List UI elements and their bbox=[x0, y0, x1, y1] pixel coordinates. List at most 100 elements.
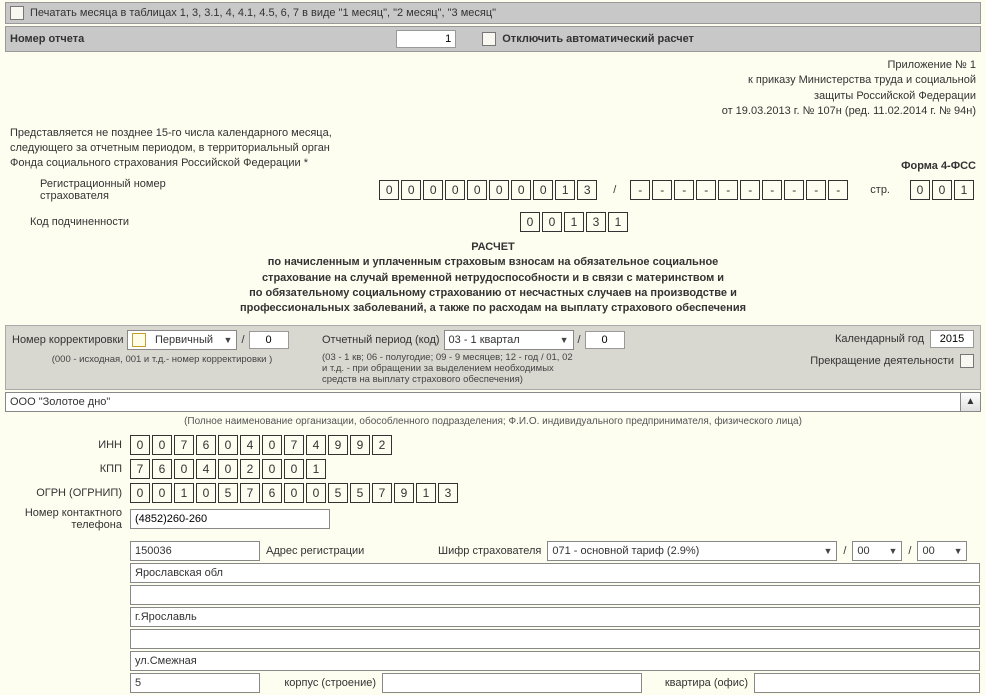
reg-number-cells[interactable]: 0000000013 bbox=[379, 180, 599, 200]
digit-cell[interactable]: - bbox=[696, 180, 716, 200]
digit-cell[interactable]: 7 bbox=[240, 483, 260, 503]
digit-cell[interactable]: 0 bbox=[932, 180, 952, 200]
digit-cell[interactable]: 7 bbox=[372, 483, 392, 503]
digit-cell[interactable]: 0 bbox=[467, 180, 487, 200]
digit-cell[interactable]: 9 bbox=[328, 435, 348, 455]
chevron-down-icon: ▼ bbox=[560, 335, 569, 345]
cease-checkbox[interactable] bbox=[960, 354, 974, 368]
digit-cell[interactable]: 1 bbox=[954, 180, 974, 200]
digit-cell[interactable]: 1 bbox=[564, 212, 584, 232]
org-more-button[interactable]: ▲ bbox=[961, 392, 981, 412]
tariff-select[interactable]: 071 - основной тариф (2.9%) ▼ bbox=[547, 541, 837, 561]
digit-cell[interactable]: 5 bbox=[218, 483, 238, 503]
digit-cell[interactable]: 0 bbox=[423, 180, 443, 200]
digit-cell[interactable]: 1 bbox=[608, 212, 628, 232]
digit-cell[interactable]: 3 bbox=[586, 212, 606, 232]
digit-cell[interactable]: 2 bbox=[372, 435, 392, 455]
digit-cell[interactable]: 1 bbox=[174, 483, 194, 503]
correction-hint: (000 - исходная, 001 и т.д.- номер корре… bbox=[12, 354, 312, 365]
digit-cell[interactable]: 5 bbox=[350, 483, 370, 503]
digit-cell[interactable]: - bbox=[762, 180, 782, 200]
digit-cell[interactable]: 0 bbox=[284, 483, 304, 503]
digit-cell[interactable]: 0 bbox=[520, 212, 540, 232]
digit-cell[interactable]: 9 bbox=[350, 435, 370, 455]
cease-label: Прекращение деятельности bbox=[810, 355, 954, 367]
appendix-header: Приложение № 1 к приказу Министерства тр… bbox=[0, 54, 986, 122]
correction-select[interactable]: Первичный ▼ bbox=[127, 330, 237, 350]
digit-cell[interactable]: - bbox=[828, 180, 848, 200]
digit-cell[interactable]: 0 bbox=[401, 180, 421, 200]
digit-cell[interactable]: 0 bbox=[306, 483, 326, 503]
kpp-cells[interactable]: 760402001 bbox=[130, 459, 328, 479]
disable-auto-calc-checkbox[interactable] bbox=[482, 32, 496, 46]
period-select[interactable]: 03 - 1 квартал ▼ bbox=[444, 330, 574, 350]
digit-cell[interactable]: 7 bbox=[130, 459, 150, 479]
appendix-line: от 19.03.2013 г. № 107н (ред. 11.02.2014… bbox=[0, 104, 976, 119]
digit-cell[interactable]: 0 bbox=[130, 483, 150, 503]
region-input[interactable]: Ярославская обл bbox=[130, 563, 980, 583]
digit-cell[interactable]: - bbox=[652, 180, 672, 200]
empty-addr-input-1[interactable] bbox=[130, 585, 980, 605]
digit-cell[interactable]: 3 bbox=[577, 180, 597, 200]
digit-cell[interactable]: 0 bbox=[218, 459, 238, 479]
org-name-input[interactable]: ООО "Золотое дно" bbox=[5, 392, 961, 412]
digit-cell[interactable]: 0 bbox=[174, 459, 194, 479]
digit-cell[interactable]: 0 bbox=[533, 180, 553, 200]
print-months-checkbox[interactable] bbox=[10, 6, 24, 20]
digit-cell[interactable]: 3 bbox=[438, 483, 458, 503]
digit-cell[interactable]: 1 bbox=[555, 180, 575, 200]
digit-cell[interactable]: 5 bbox=[328, 483, 348, 503]
digit-cell[interactable]: 0 bbox=[152, 435, 172, 455]
digit-cell[interactable]: 0 bbox=[262, 435, 282, 455]
report-number-input[interactable] bbox=[396, 30, 456, 48]
digit-cell[interactable]: 6 bbox=[196, 435, 216, 455]
digit-cell[interactable]: 4 bbox=[196, 459, 216, 479]
digit-cell[interactable]: 1 bbox=[416, 483, 436, 503]
postcode-input[interactable]: 150036 bbox=[130, 541, 260, 561]
tariff-sub1-select[interactable]: 00 ▼ bbox=[852, 541, 902, 561]
digit-cell[interactable]: - bbox=[740, 180, 760, 200]
city-input[interactable]: г.Ярославль bbox=[130, 607, 980, 627]
digit-cell[interactable]: 6 bbox=[262, 483, 282, 503]
digit-cell[interactable]: 7 bbox=[174, 435, 194, 455]
inn-cells[interactable]: 007604074992 bbox=[130, 435, 394, 455]
digit-cell[interactable]: 0 bbox=[542, 212, 562, 232]
digit-cell[interactable]: - bbox=[784, 180, 804, 200]
digit-cell[interactable]: - bbox=[718, 180, 738, 200]
correction-value[interactable] bbox=[249, 331, 289, 349]
digit-cell[interactable]: 4 bbox=[306, 435, 326, 455]
digit-cell[interactable]: 0 bbox=[489, 180, 509, 200]
sub-code-cells[interactable]: 00131 bbox=[520, 212, 630, 232]
digit-cell[interactable]: 0 bbox=[284, 459, 304, 479]
chevron-down-icon: ▼ bbox=[889, 546, 898, 556]
year-input[interactable] bbox=[930, 330, 974, 348]
ogrn-cells[interactable]: 001057600557913 bbox=[130, 483, 460, 503]
digit-cell[interactable]: 0 bbox=[445, 180, 465, 200]
chevron-down-icon: ▼ bbox=[954, 546, 963, 556]
digit-cell[interactable]: 0 bbox=[218, 435, 238, 455]
empty-addr-input-2[interactable] bbox=[130, 629, 980, 649]
note-line: Фонда социального страхования Российской… bbox=[10, 156, 332, 171]
digit-cell[interactable]: 0 bbox=[196, 483, 216, 503]
digit-cell[interactable]: 0 bbox=[130, 435, 150, 455]
digit-cell[interactable]: - bbox=[630, 180, 650, 200]
digit-cell[interactable]: 0 bbox=[152, 483, 172, 503]
digit-cell[interactable]: 0 bbox=[379, 180, 399, 200]
digit-cell[interactable]: 9 bbox=[394, 483, 414, 503]
digit-cell[interactable]: 7 bbox=[284, 435, 304, 455]
reg-number-dash-cells[interactable]: ---------- bbox=[630, 180, 850, 200]
digit-cell[interactable]: - bbox=[674, 180, 694, 200]
digit-cell[interactable]: - bbox=[806, 180, 826, 200]
digit-cell[interactable]: 6 bbox=[152, 459, 172, 479]
tariff-sub2-select[interactable]: 00 ▼ bbox=[917, 541, 967, 561]
digit-cell[interactable]: 0 bbox=[511, 180, 531, 200]
digit-cell[interactable]: 0 bbox=[262, 459, 282, 479]
digit-cell[interactable]: 2 bbox=[240, 459, 260, 479]
phone-input[interactable] bbox=[130, 509, 330, 529]
digit-cell[interactable]: 0 bbox=[910, 180, 930, 200]
title-line: РАСЧЕТ bbox=[40, 240, 946, 255]
street-input[interactable]: ул.Смежная bbox=[130, 651, 980, 671]
digit-cell[interactable]: 4 bbox=[240, 435, 260, 455]
period-value[interactable] bbox=[585, 331, 625, 349]
digit-cell[interactable]: 1 bbox=[306, 459, 326, 479]
